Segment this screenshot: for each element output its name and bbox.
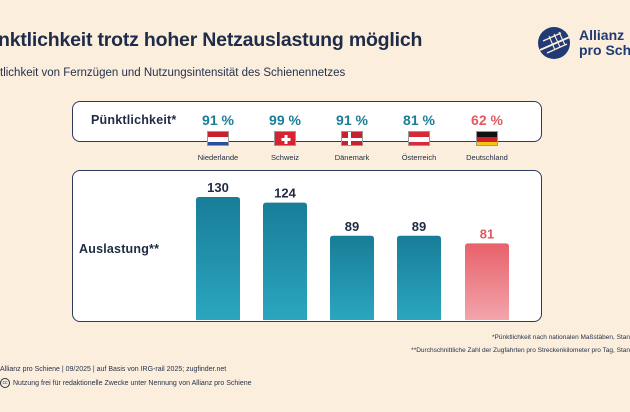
logo-line2: pro Schie [579, 42, 630, 58]
bar-schweiz [263, 202, 307, 320]
allianz-logo: Allianz pro Schie [537, 26, 630, 66]
license-text: Nutzung frei für redaktionelle Zwecke un… [13, 379, 252, 387]
bar-niederlande [196, 197, 240, 320]
bar-deutschland [465, 243, 509, 320]
switzerland-flag-icon [274, 131, 296, 146]
country-label: Dänemark [334, 153, 370, 162]
creative-commons-icon: cc [0, 378, 10, 388]
country-label: Deutschland [466, 153, 508, 162]
bar-value-label: 89 [345, 219, 359, 234]
austria-flag-icon [408, 131, 430, 146]
punctuality-panel [72, 101, 542, 142]
footnote-punctuality: *Pünktlichkeit nach nationalen Maßstäben… [491, 334, 630, 341]
bar-value-label: 124 [274, 186, 296, 201]
footnote-utilization: **Durchschnittliche Zahl der Zugfahrten … [411, 347, 630, 354]
rail-logo-icon [538, 27, 573, 59]
bar-dänemark [330, 235, 374, 320]
punctuality-value: 62 % [471, 112, 503, 128]
country-label: Niederlande [197, 153, 239, 162]
logo-line1: Allianz [579, 27, 625, 43]
page-subtitle: tlichkeit von Fernzügen und Nutzungsinte… [0, 67, 346, 79]
bar-value-label: 130 [207, 180, 229, 195]
source-line: Allianz pro Schiene | 09/2025 | auf Basi… [0, 366, 227, 373]
denmark-flag-icon [341, 131, 363, 146]
country-label: Schweiz [271, 153, 299, 162]
page-title: nktlichkeit trotz hoher Netzauslastung m… [0, 29, 423, 51]
country-label: Österreich [401, 153, 437, 162]
utilization-label: Auslastung** [79, 242, 160, 256]
punctuality-label: Pünktlichkeit* [91, 113, 177, 127]
license-line: cc Nutzung frei für redaktionelle Zwecke … [0, 378, 252, 388]
bar-value-label: 81 [480, 226, 494, 241]
punctuality-value: 81 % [403, 112, 435, 128]
punctuality-value: 99 % [269, 112, 301, 128]
punctuality-value: 91 % [202, 112, 234, 128]
bar-österreich [397, 235, 441, 320]
germany-flag-icon [476, 131, 498, 146]
bar-value-label: 89 [412, 219, 426, 234]
netherlands-flag-icon [207, 131, 229, 146]
punctuality-value: 91 % [336, 112, 368, 128]
